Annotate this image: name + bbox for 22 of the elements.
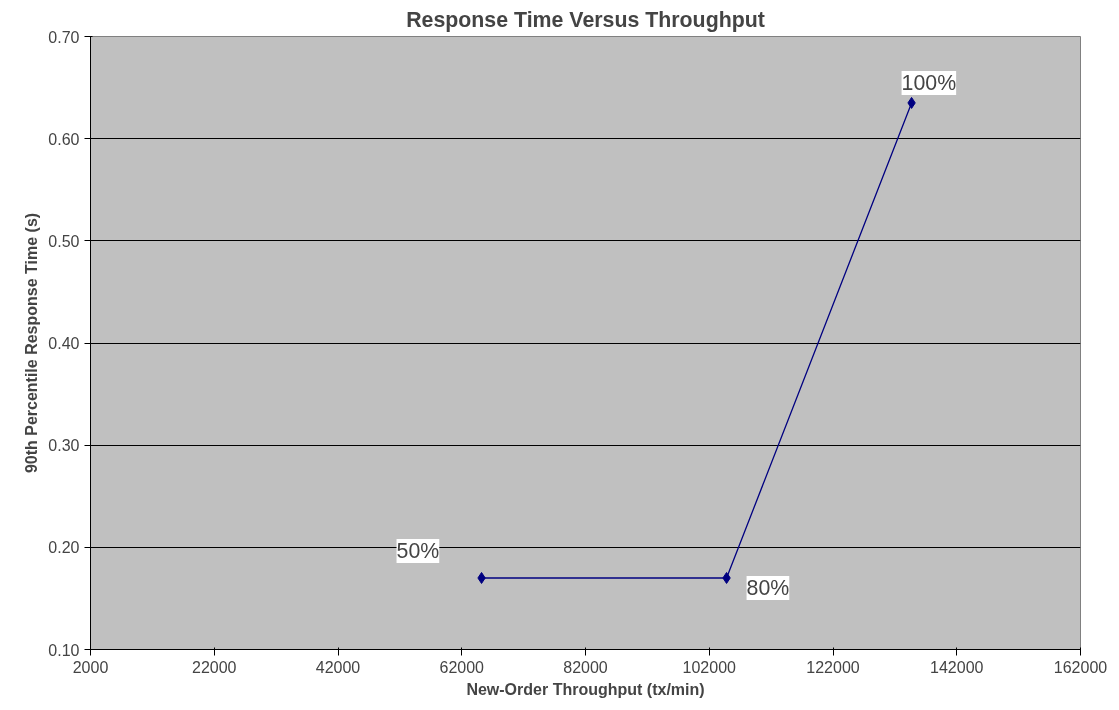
y-axis-title: 90th Percentile Response Time (s) bbox=[23, 212, 41, 474]
annotation: 50% bbox=[396, 538, 440, 563]
x-tick-label: 82000 bbox=[563, 658, 608, 676]
x-tick-label: 142000 bbox=[930, 658, 984, 676]
chart-title: Response Time Versus Throughput bbox=[406, 7, 765, 32]
y-tick-label: 0.10 bbox=[48, 641, 80, 659]
x-axis-title: New-Order Throughput (tx/min) bbox=[466, 680, 705, 698]
x-tick-label: 22000 bbox=[192, 658, 237, 676]
annotation: 80% bbox=[746, 575, 790, 600]
x-tick-label: 42000 bbox=[315, 658, 361, 676]
x-tick-label: 162000 bbox=[1053, 658, 1108, 676]
x-tick-label: 102000 bbox=[682, 658, 737, 676]
y-tick-label: 0.30 bbox=[48, 437, 80, 455]
annotation: 100% bbox=[901, 70, 957, 95]
x-tick-label: 2000 bbox=[72, 658, 109, 676]
y-tick-label: 0.20 bbox=[48, 539, 80, 557]
y-tick-label: 0.70 bbox=[48, 28, 80, 46]
x-tick-label: 122000 bbox=[806, 658, 860, 676]
x-tick-label: 62000 bbox=[439, 658, 485, 676]
y-tick-label: 0.40 bbox=[48, 335, 80, 352]
y-tick-label: 0.60 bbox=[48, 130, 80, 148]
y-tick-label: 0.50 bbox=[48, 232, 80, 250]
